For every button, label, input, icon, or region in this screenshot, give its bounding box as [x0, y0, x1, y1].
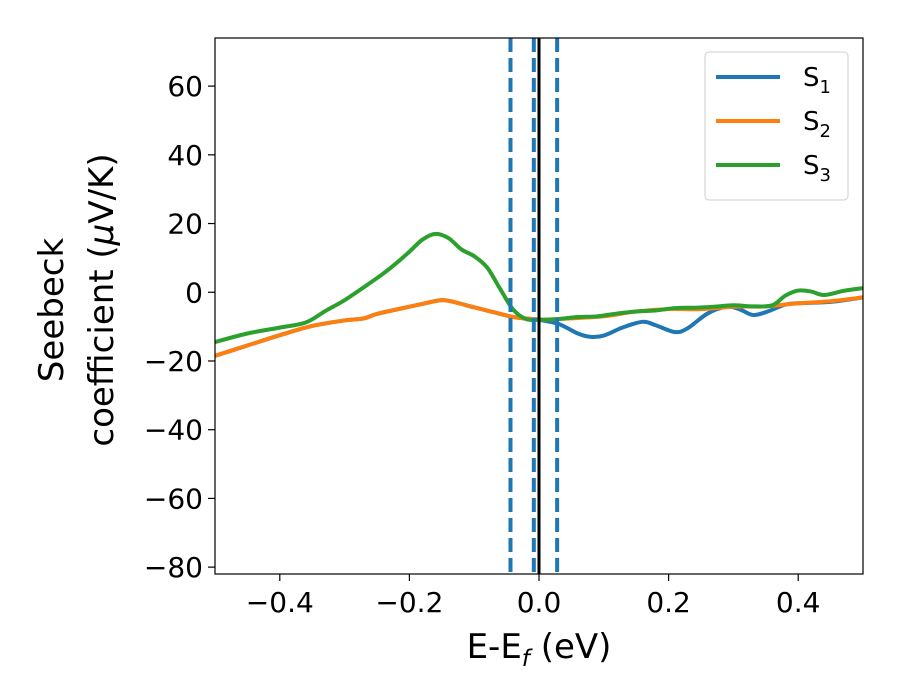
- y-tick-label: −80: [144, 551, 203, 584]
- y-axis-ticks: 60 40 20 0 −20 −40 −60 −80: [144, 70, 215, 584]
- y-tick-label: 60: [167, 70, 203, 103]
- y-axis-label-line2: coefficient (μV/K): [82, 153, 122, 446]
- x-tick-label: −0.4: [246, 586, 314, 619]
- plot-frame: [214, 37, 864, 575]
- x-axis-ticks: −0.4 −0.2 0.0 0.2 0.4: [246, 574, 821, 619]
- x-tick-label: −0.2: [375, 586, 443, 619]
- y-tick-label: 40: [167, 139, 203, 172]
- legend-label-s1: S1: [803, 63, 831, 98]
- x-tick-label: 0.4: [776, 586, 821, 619]
- y-axis-label-line1: Seebeck: [32, 238, 72, 383]
- y-tick-label: 20: [167, 208, 203, 241]
- x-tick-label: 0.0: [517, 586, 562, 619]
- legend-label-s3: S3: [803, 151, 831, 186]
- y-tick-label: −60: [144, 482, 203, 515]
- reference-lines: [508, 38, 560, 574]
- x-tick-label: 0.2: [646, 586, 691, 619]
- x-axis-label: E-Ef (eV): [467, 627, 612, 672]
- legend: S1 S2 S3: [704, 51, 849, 201]
- y-axis-label: Seebeck coefficient (μV/K): [32, 153, 122, 446]
- y-tick-label: −20: [144, 345, 203, 378]
- y-tick-label: −40: [144, 414, 203, 447]
- y-tick-label: 0: [185, 276, 203, 309]
- legend-label-s2: S2: [803, 107, 831, 142]
